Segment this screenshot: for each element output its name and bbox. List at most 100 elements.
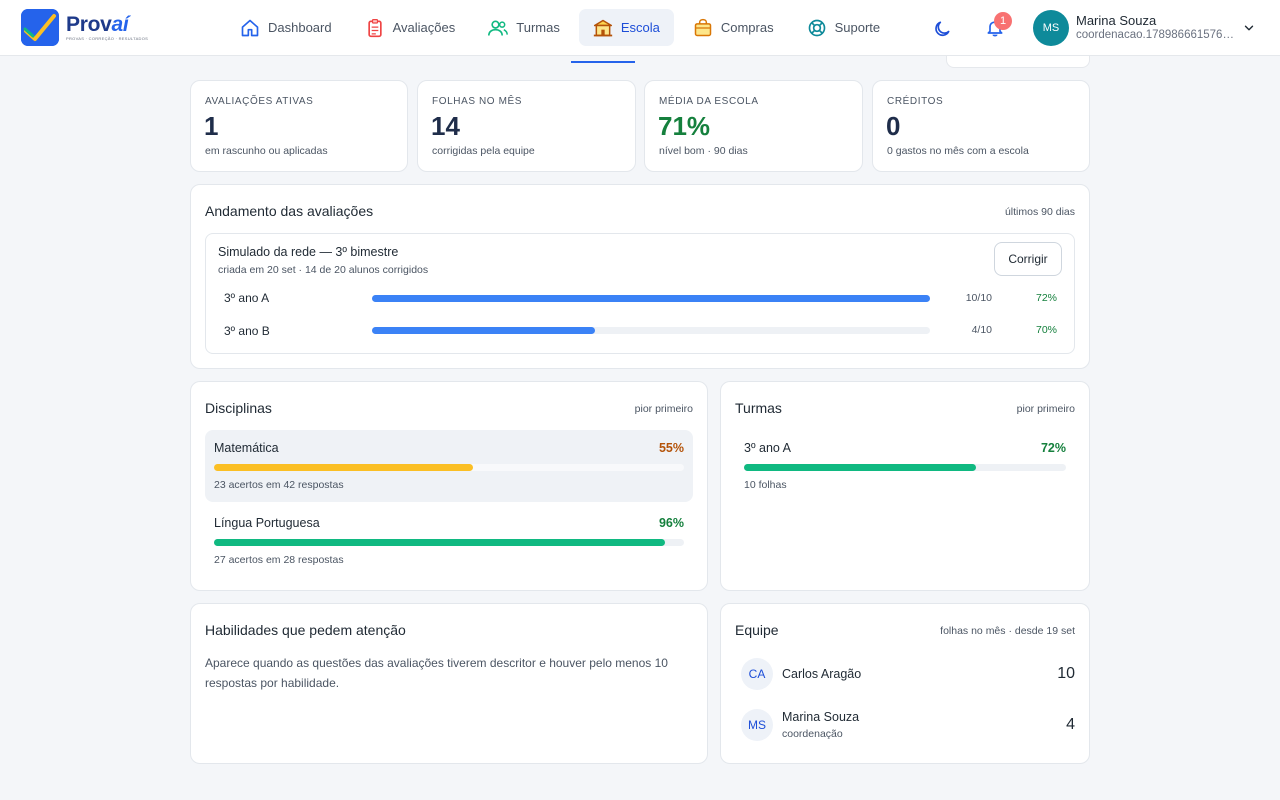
subject-detail: 27 acertos em 28 respostas	[214, 554, 344, 566]
subject-bar-fill	[214, 464, 473, 471]
active-tab-indicator	[571, 61, 635, 63]
class-progress-score: 72%	[1035, 292, 1057, 304]
nav-avaliacoes[interactable]: Avaliações	[351, 9, 470, 46]
kpi-card-folhas-no-mes: Folhas no mês 14 corrigidas pela equipe	[417, 80, 636, 172]
section-title: Equipe	[735, 622, 779, 638]
member-name: Carlos Aragão	[782, 667, 862, 681]
brand-logo[interactable]: Provaí PROVAS · CORREÇÃO · RESULTADOS	[21, 9, 148, 46]
main-nav: Dashboard Avaliações Turmas Escola Compr…	[226, 9, 899, 46]
subject-row[interactable]: Matemática 55% 23 acertos em 42 resposta…	[205, 430, 693, 502]
class-progress-track	[372, 327, 930, 334]
logo-check-icon	[21, 9, 59, 46]
nav-suporte[interactable]: Suporte	[793, 9, 895, 46]
class-progress-count: 10/10	[965, 292, 992, 304]
skills-attention-card: Habilidades que pedem atenção Aparece qu…	[190, 603, 708, 764]
kpi-label: Avaliações ativas	[205, 96, 314, 107]
kpi-value: 14	[431, 111, 460, 141]
section-title: Andamento das avaliações	[205, 203, 374, 219]
class-progress-label: 3º ano B	[224, 324, 270, 338]
notifications-badge: 1	[994, 12, 1012, 30]
classes-card: Turmas pior primeiro 3º ano A 72% 10 fol…	[720, 381, 1090, 591]
user-email: coordenacao.178986661576…	[1076, 29, 1234, 41]
kpi-label: Folhas no mês	[432, 96, 523, 107]
top-header: Provaí PROVAS · CORREÇÃO · RESULTADOS Da…	[0, 0, 1280, 56]
clipboard-icon	[367, 18, 382, 37]
nav-label: Avaliações	[392, 20, 456, 35]
subject-bar-fill	[214, 539, 666, 546]
section-title: Turmas	[735, 400, 782, 416]
kpi-value: 71%	[658, 111, 711, 141]
nav-label: Compras	[720, 20, 774, 35]
nav-label: Escola	[620, 20, 660, 35]
kpi-card-media-escola: Média da escola 71% nível bom · 90 dias	[644, 80, 863, 172]
member-avatar: CA	[741, 658, 773, 690]
sort-label: pior primeiro	[1016, 403, 1075, 415]
member-avatar: MS	[741, 709, 773, 741]
nav-compras[interactable]: Compras	[679, 9, 788, 46]
brand-name: Provaí	[66, 12, 129, 36]
nav-dashboard[interactable]: Dashboard	[226, 9, 346, 46]
brand-tagline: PROVAS · CORREÇÃO · RESULTADOS	[66, 35, 149, 41]
nav-turmas[interactable]: Turmas	[474, 9, 574, 46]
user-name[interactable]: Marina Souza	[1076, 13, 1157, 28]
team-member-row[interactable]: MS Marina Souza coordenação 4	[741, 709, 1075, 743]
subject-name: Matemática	[214, 441, 279, 455]
class-progress-score: 70%	[1035, 324, 1057, 336]
subject-bar-track	[214, 539, 684, 546]
kpi-subtitle: em rascunho ou aplicadas	[205, 145, 328, 157]
class-progress-track	[372, 295, 930, 302]
assessment-subtitle: criada em 20 set · 14 de 20 alunos corri…	[218, 264, 429, 276]
kpi-subtitle: corrigidas pela equipe	[432, 145, 535, 157]
member-sheet-count: 10	[1057, 665, 1075, 682]
class-progress-fill	[372, 327, 596, 334]
assessment-name: Simulado da rede — 3º bimestre	[218, 245, 399, 259]
subjects-card: Disciplinas pior primeiro Matemática 55%…	[190, 381, 708, 591]
kpi-card-creditos: Créditos 0 0 gastos no mês com a escola	[872, 80, 1090, 172]
lifebuoy-icon	[808, 19, 825, 36]
kpi-label: Créditos	[887, 96, 944, 107]
scrolled-card-edge	[946, 56, 1090, 68]
corrigir-button[interactable]: Corrigir	[994, 242, 1062, 276]
nav-label: Turmas	[516, 20, 560, 35]
user-avatar[interactable]: MS	[1033, 10, 1069, 46]
subject-score: 55%	[658, 441, 684, 455]
skills-empty-message: Aparece quando as questões das avaliaçõe…	[205, 656, 668, 690]
school-icon	[593, 19, 612, 36]
subject-name: Língua Portuguesa	[214, 516, 320, 530]
member-name: Marina Souza	[782, 710, 860, 724]
kpi-subtitle: 0 gastos no mês com a escola	[887, 145, 1029, 157]
class-row[interactable]: 3º ano A 72% 10 folhas	[735, 430, 1075, 502]
team-meta: folhas no mês · desde 19 set	[940, 625, 1075, 637]
theme-toggle-moon-icon[interactable]	[932, 19, 952, 39]
section-title: Habilidades que pedem atenção	[205, 622, 406, 638]
nav-label: Dashboard	[268, 20, 332, 35]
assessment-item: Simulado da rede — 3º bimestre criada em…	[205, 233, 1075, 354]
subject-score: 96%	[658, 516, 684, 530]
class-score: 72%	[1040, 441, 1066, 455]
kpi-value: 0	[886, 111, 901, 141]
section-title: Disciplinas	[205, 400, 272, 416]
nav-label: Suporte	[834, 20, 881, 35]
class-bar-track	[744, 464, 1066, 471]
subject-detail: 23 acertos em 42 respostas	[214, 479, 344, 491]
subject-row[interactable]: Língua Portuguesa 96% 27 acertos em 28 r…	[205, 505, 693, 577]
assessment-progress-card: Andamento das avaliações últimos 90 dias…	[190, 184, 1090, 369]
sort-label: pior primeiro	[634, 403, 693, 415]
kpi-subtitle: nível bom · 90 dias	[659, 145, 748, 157]
member-role: coordenação	[782, 728, 843, 740]
chevron-down-icon[interactable]	[1242, 21, 1256, 35]
class-bar-fill	[744, 464, 976, 471]
kpi-card-avaliacoes-ativas: Avaliações ativas 1 em rascunho ou aplic…	[190, 80, 408, 172]
class-progress-label: 3º ano A	[224, 291, 270, 305]
nav-escola[interactable]: Escola	[578, 9, 674, 46]
team-member-row[interactable]: CA Carlos Aragão 10	[741, 658, 1075, 692]
shopping-bag-icon	[694, 18, 712, 36]
period-label: últimos 90 dias	[1004, 206, 1075, 218]
member-sheet-count: 4	[1066, 716, 1075, 733]
kpi-label: Média da escola	[659, 96, 759, 107]
subject-bar-track	[214, 464, 684, 471]
team-card: Equipe folhas no mês · desde 19 set CA C…	[720, 603, 1090, 764]
users-icon	[488, 20, 509, 36]
class-name: 3º ano A	[744, 441, 791, 455]
class-progress-count: 4/10	[971, 324, 992, 336]
